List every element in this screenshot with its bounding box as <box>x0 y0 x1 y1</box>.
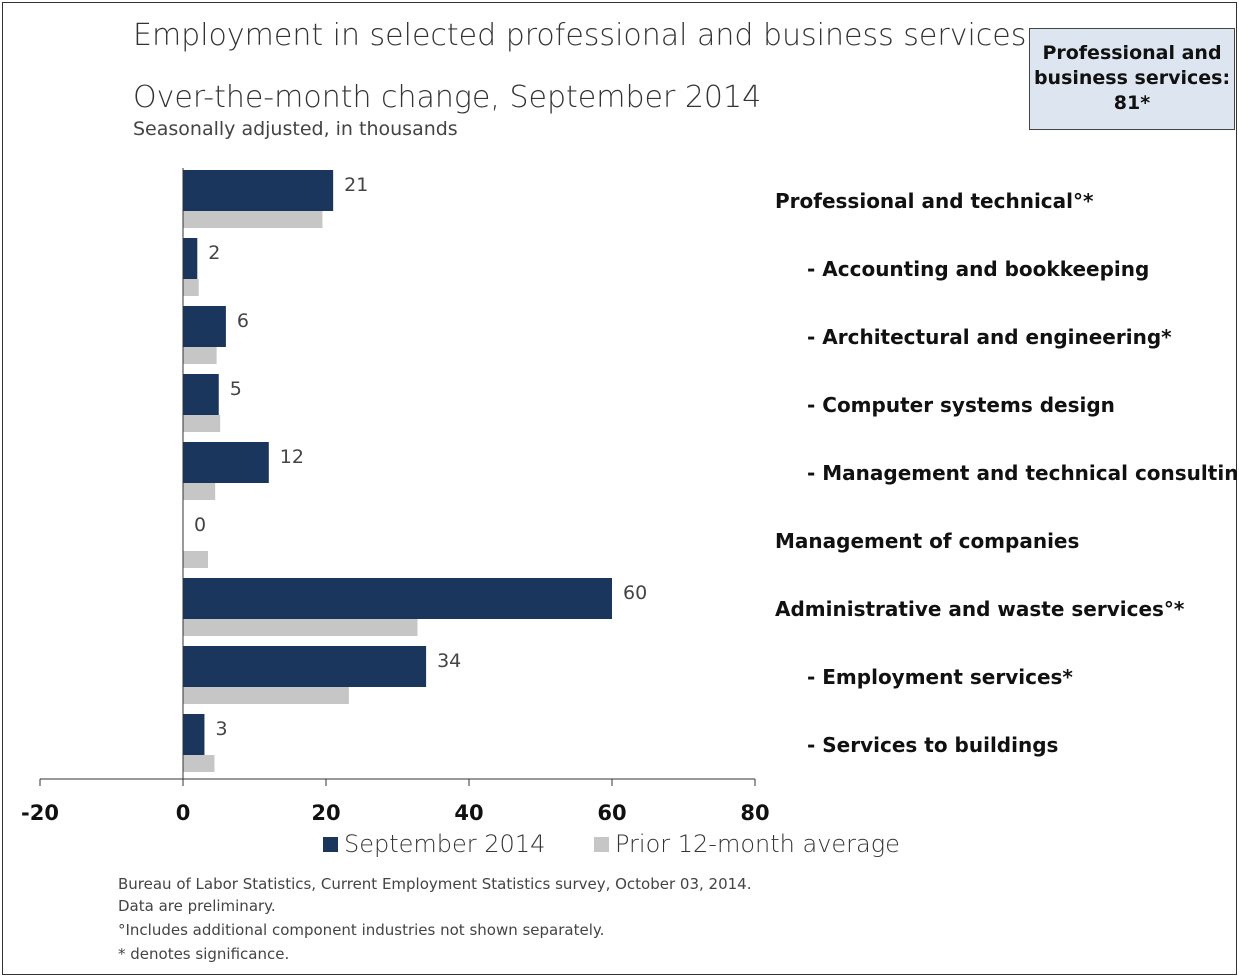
legend-swatch-september <box>323 836 338 852</box>
category-label-7: - Employment services* <box>807 665 1073 689</box>
callout-line-3: 81* <box>1113 92 1151 114</box>
bar-september-0 <box>183 170 334 211</box>
bar-prior-5 <box>183 551 209 568</box>
value-label-september-6: 60 <box>623 582 647 604</box>
category-label-5: Management of companies <box>775 529 1079 553</box>
chart-units-note: Seasonally adjusted, in thousands <box>133 118 458 140</box>
value-label-september-0: 21 <box>344 174 368 196</box>
legend-label-september: September 2014 <box>344 830 546 858</box>
bar-september-1 <box>183 238 198 279</box>
legend-item-september: September 2014 <box>323 830 545 858</box>
category-label-4: - Management and technical consulting <box>807 461 1239 485</box>
bar-prior-8 <box>183 755 215 772</box>
legend-item-prior: Prior 12-month average <box>594 830 900 858</box>
category-label-2: - Architectural and engineering* <box>807 325 1172 349</box>
bar-prior-6 <box>183 619 418 636</box>
bar-prior-3 <box>183 415 221 432</box>
category-label-1: - Accounting and bookkeeping <box>807 257 1149 281</box>
x-tick-label-1: 0 <box>176 801 191 825</box>
value-label-september-4: 12 <box>280 446 304 468</box>
value-label-september-7: 34 <box>437 650 461 672</box>
x-tick-label-4: 60 <box>597 801 626 825</box>
x-tick-label-3: 40 <box>454 801 483 825</box>
category-label-6: Administrative and waste services°* <box>775 597 1185 621</box>
bar-september-2 <box>183 306 226 347</box>
bar-september-8 <box>183 714 205 755</box>
category-label-8: - Services to buildings <box>807 733 1058 757</box>
bar-prior-7 <box>183 687 349 704</box>
legend-label-prior: Prior 12-month average <box>615 830 900 858</box>
footer-significance-note: * denotes significance. <box>118 945 290 963</box>
bar-september-4 <box>183 442 269 483</box>
callout-line-1: Professional and <box>1042 42 1222 64</box>
total-callout-box: Professional and business services: 81* <box>1029 28 1235 130</box>
value-label-september-1: 2 <box>208 242 220 264</box>
callout-line-2: business services: <box>1033 67 1231 89</box>
x-tick-label-2: 20 <box>311 801 340 825</box>
bar-september-3 <box>183 374 219 415</box>
value-label-september-3: 5 <box>230 378 242 400</box>
x-tick-label-5: 80 <box>740 801 769 825</box>
legend-swatch-prior <box>594 836 609 852</box>
x-tick-label-0: -20 <box>21 801 59 825</box>
footer-source: Bureau of Labor Statistics, Current Empl… <box>118 875 752 893</box>
bar-september-6 <box>183 578 612 619</box>
category-label-3: - Computer systems design <box>807 393 1115 417</box>
bar-prior-2 <box>183 347 217 364</box>
category-label-0: Professional and technical°* <box>775 189 1094 213</box>
value-label-september-2: 6 <box>237 310 249 332</box>
bar-prior-1 <box>183 279 199 296</box>
bar-september-7 <box>183 646 427 687</box>
footer-preliminary: Data are preliminary. <box>118 897 276 915</box>
bar-prior-0 <box>183 211 323 228</box>
value-label-september-8: 3 <box>215 718 227 740</box>
bar-prior-4 <box>183 483 216 500</box>
chart-title: Employment in selected professional and … <box>133 18 1027 53</box>
footer-includes-note: °Includes additional component industrie… <box>118 921 605 939</box>
value-label-september-5: 0 <box>194 514 206 536</box>
chart-subtitle: Over-the-month change, September 2014 <box>133 80 762 115</box>
